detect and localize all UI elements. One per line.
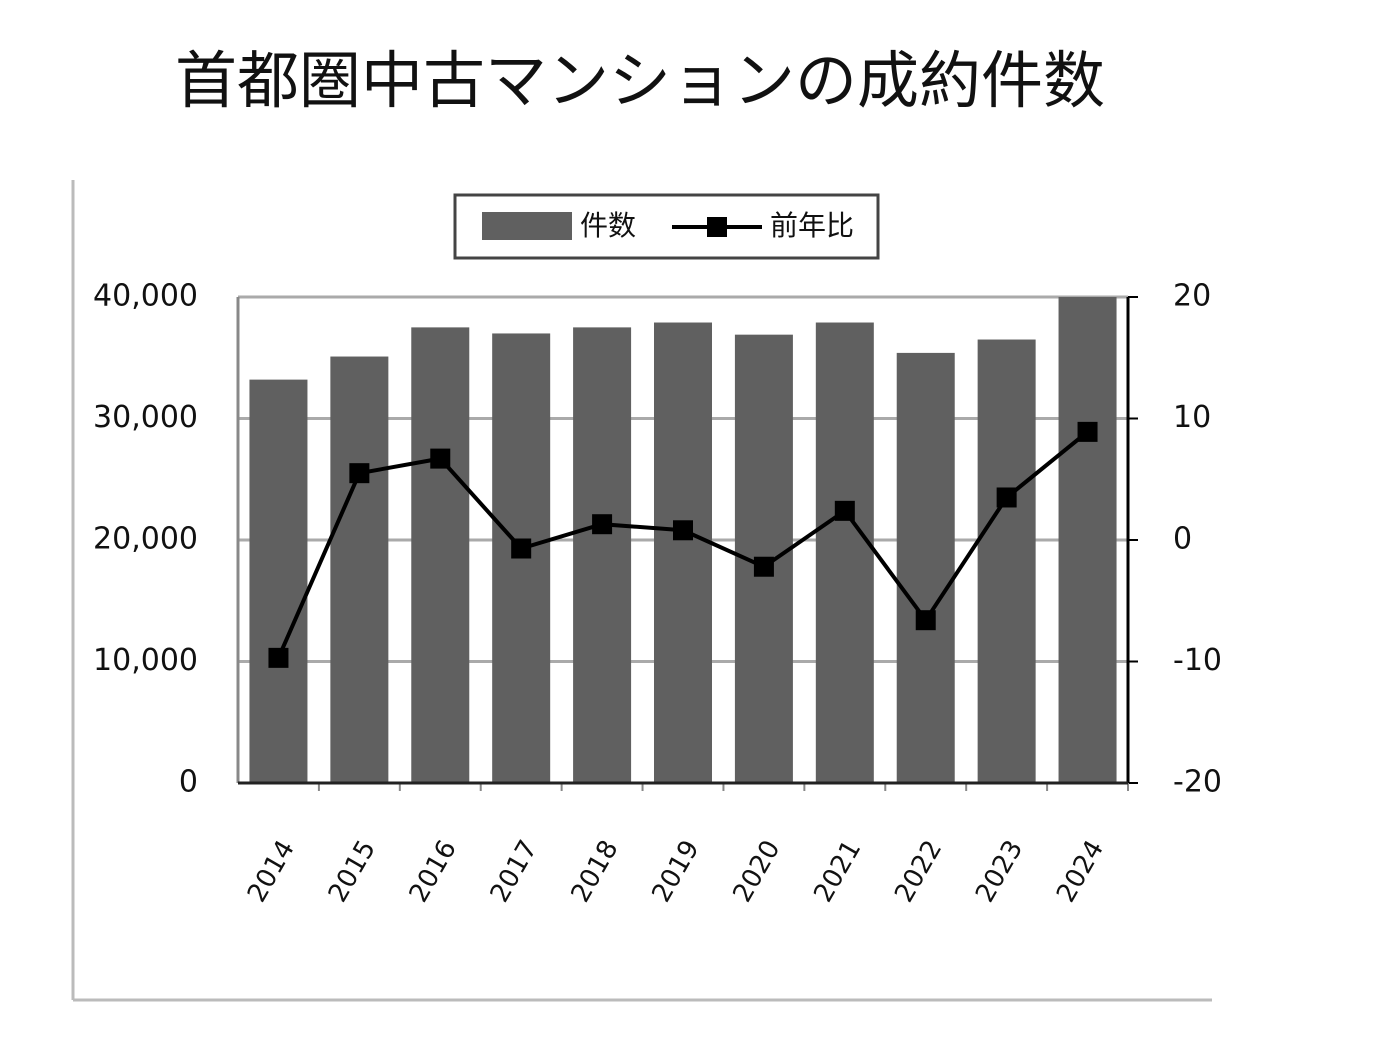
point xyxy=(268,647,289,668)
y2-tick-label: 20 xyxy=(1173,279,1211,314)
y-tick-label: 30,000 xyxy=(93,400,198,435)
x-tick-label: 2016 xyxy=(404,835,463,907)
point xyxy=(511,538,532,559)
x-tick-label: 2015 xyxy=(323,835,382,907)
y-tick-label: 40,000 xyxy=(93,279,198,314)
bar xyxy=(896,352,955,783)
legend-label: 件数 xyxy=(580,209,636,242)
x-tick-label: 2021 xyxy=(808,835,867,907)
point xyxy=(753,556,774,577)
bar xyxy=(977,339,1036,783)
chart-title: 首都圏中古マンションの成約件数 xyxy=(175,44,1105,117)
x-tick-label: 2014 xyxy=(242,835,301,907)
x-tick-label: 2017 xyxy=(485,835,544,907)
point xyxy=(430,448,451,469)
x-tick-label: 2020 xyxy=(727,835,786,907)
x-tick-label: 2022 xyxy=(889,835,948,907)
bar xyxy=(654,322,712,783)
y-tick-label: 20,000 xyxy=(93,522,198,557)
x-tick-label: 2024 xyxy=(1051,835,1110,907)
bar xyxy=(249,379,308,783)
point xyxy=(915,610,936,631)
legend-marker xyxy=(707,217,727,237)
point xyxy=(834,500,855,521)
bar xyxy=(330,356,389,783)
legend-label: 前年比 xyxy=(770,209,854,242)
y2-tick-label: 0 xyxy=(1173,522,1192,557)
y-tick-label: 10,000 xyxy=(93,643,198,678)
bar xyxy=(411,327,470,783)
point xyxy=(1077,421,1098,442)
legend-swatch xyxy=(482,212,572,240)
bar xyxy=(573,327,632,783)
point xyxy=(996,487,1017,508)
point xyxy=(349,463,370,484)
point xyxy=(673,520,693,541)
y2-tick-label: -20 xyxy=(1173,765,1222,800)
x-tick-label: 2023 xyxy=(970,835,1029,907)
x-tick-label: 2019 xyxy=(646,835,705,907)
y-tick-label: 0 xyxy=(179,765,198,800)
bar xyxy=(815,322,874,783)
x-tick-label: 2018 xyxy=(566,835,625,907)
bar xyxy=(1058,297,1117,783)
y2-tick-label: 10 xyxy=(1173,400,1211,435)
point xyxy=(592,514,613,535)
y2-tick-label: -10 xyxy=(1173,643,1222,678)
